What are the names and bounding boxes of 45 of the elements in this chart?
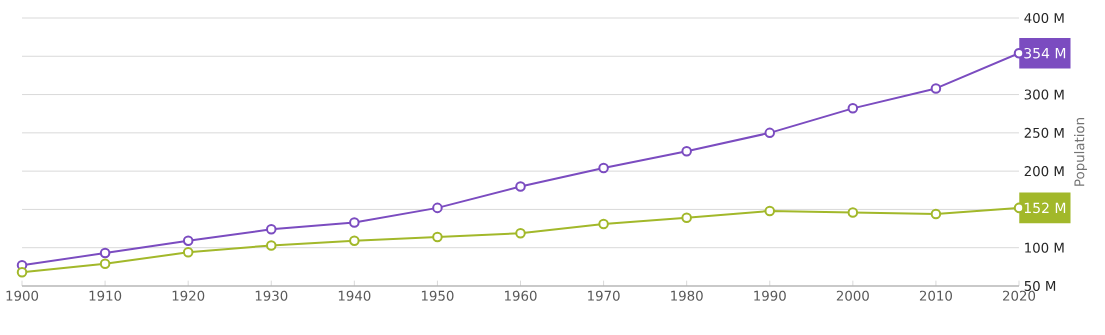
point [432, 231, 443, 243]
point [99, 247, 111, 259]
y-tick-label: 50 M [1024, 280, 1056, 292]
y-tick-label: 200 M [1024, 166, 1064, 177]
x-tick-label: 2000 [836, 290, 869, 301]
x-tick-label: 1960 [505, 290, 537, 301]
y-axis-title: Population [1074, 118, 1087, 186]
point [930, 208, 942, 220]
x-tick-label: 1910 [89, 290, 122, 301]
x-tick-label: 1900 [6, 290, 39, 301]
point [598, 162, 609, 174]
point [598, 218, 609, 230]
point [349, 217, 360, 228]
point [182, 235, 194, 247]
point [930, 83, 942, 94]
point [681, 212, 692, 224]
point [681, 145, 692, 157]
point [349, 235, 360, 247]
point [16, 266, 28, 278]
x-tick-label: 1990 [754, 290, 786, 301]
point [847, 207, 859, 218]
point [266, 240, 277, 251]
point [432, 202, 443, 214]
x-tick-label: 2020 [1003, 290, 1036, 301]
x-tick-label: 2010 [919, 290, 952, 301]
point [847, 103, 859, 114]
x-tick-label: 1970 [588, 290, 620, 301]
x-tick-label: 1940 [338, 290, 371, 301]
x-tick-label: 1980 [671, 290, 703, 301]
y-tick-label: 400 M [1024, 12, 1064, 24]
point [266, 224, 277, 235]
point [99, 258, 111, 270]
y-tick-label: 300 M [1024, 89, 1064, 100]
point [764, 205, 776, 217]
x-tick-label: 1950 [421, 290, 454, 301]
y-tick-label: 250 M [1024, 127, 1064, 138]
data-label: 354 M [1024, 47, 1066, 59]
point [515, 181, 526, 192]
point [764, 127, 776, 139]
x-tick-label: 1920 [172, 290, 205, 301]
x-tick-label: 1930 [255, 290, 288, 301]
point [515, 227, 526, 239]
y-tick-label: 100 M [1025, 242, 1064, 253]
point [182, 247, 194, 258]
data-label: 152 M [1024, 202, 1066, 214]
